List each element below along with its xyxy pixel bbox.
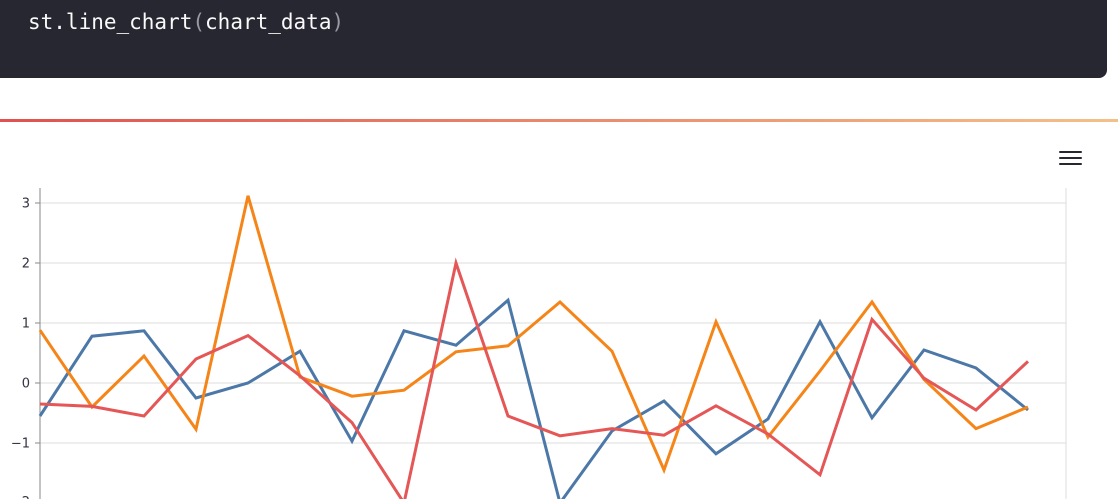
- gradient-decoration-bar: [0, 119, 1118, 122]
- menu-bar: [1058, 151, 1082, 153]
- chart-series: [38, 195, 1030, 499]
- code-open-paren: (: [192, 10, 206, 34]
- y-tick-label: 1: [22, 317, 30, 332]
- chart-axes: 3 2 1 0 −1 −2: [11, 188, 1067, 499]
- series-line-3[interactable]: [39, 257, 1030, 499]
- code-function: st.line_chart: [28, 10, 193, 34]
- menu-bar: [1058, 157, 1082, 159]
- code-close-paren: ): [331, 10, 345, 34]
- code-argument: chart_data: [205, 10, 332, 34]
- code-block: st.line_chart(chart_data): [0, 0, 1107, 78]
- y-tick-label: 3: [22, 197, 30, 212]
- y-tick-label: 2: [22, 257, 30, 272]
- y-tick-label: 0: [22, 377, 30, 392]
- code-line: st.line_chart(chart_data): [28, 7, 344, 37]
- series-line-2[interactable]: [38, 195, 1029, 475]
- menu-bar: [1058, 163, 1082, 165]
- chart-gridlines: [40, 202, 1066, 444]
- y-tick-label: −1: [11, 437, 30, 452]
- hamburger-menu-icon[interactable]: [1056, 144, 1084, 172]
- y-tick-label-partial: −2: [11, 495, 30, 499]
